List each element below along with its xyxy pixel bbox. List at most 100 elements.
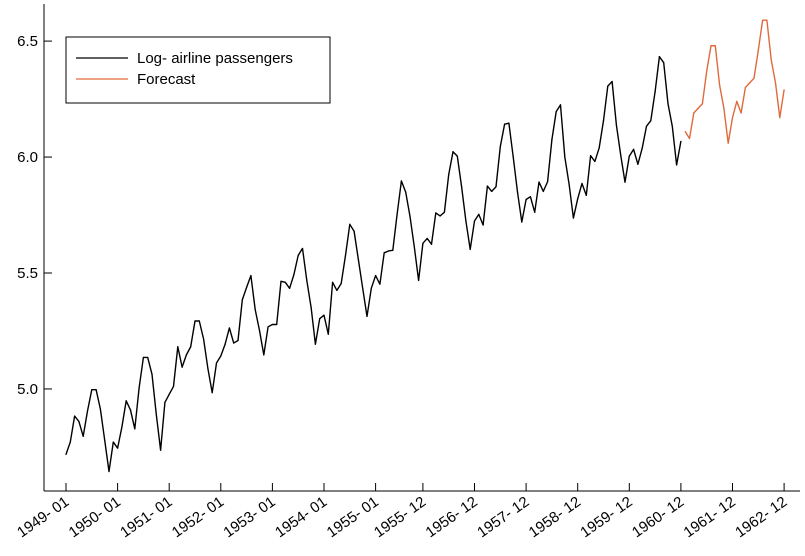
data-point: [422, 242, 424, 244]
data-point: [69, 441, 71, 443]
data-point: [426, 237, 428, 240]
data-point: [654, 91, 656, 93]
data-point: [112, 441, 114, 443]
x-tick-label: 1955- 12: [371, 493, 429, 541]
data-point: [82, 435, 84, 437]
data-point: [353, 230, 355, 232]
data-point: [504, 123, 506, 125]
data-point: [280, 280, 282, 282]
data-point: [314, 343, 316, 345]
data-point: [319, 318, 321, 320]
data-point: [65, 453, 67, 455]
data-point: [559, 104, 562, 106]
data-point: [332, 281, 334, 283]
legend-box: [65, 36, 331, 104]
data-point: [719, 84, 721, 86]
data-point: [551, 139, 553, 141]
data-point: [744, 86, 747, 89]
data-point: [461, 186, 463, 188]
data-point: [491, 190, 493, 192]
data-point: [783, 89, 785, 91]
data-point: [645, 125, 648, 127]
x-tick-label: 1960- 12: [629, 493, 687, 541]
data-point: [731, 117, 734, 119]
x-tick-label: 1958- 12: [526, 493, 584, 541]
data-point: [215, 362, 218, 364]
data-point: [641, 147, 643, 149]
data-point: [387, 250, 390, 252]
legend-label-series-2: Forecast: [137, 71, 196, 88]
data-point: [615, 124, 618, 126]
data-point: [469, 248, 471, 250]
data-point: [297, 254, 299, 256]
series-layer: [65, 19, 785, 473]
data-point: [220, 355, 222, 357]
data-point: [693, 112, 695, 114]
y-ticks: 5.0 5.5 6.0 6.5: [17, 33, 52, 398]
x-tick-label: 1956- 12: [423, 493, 481, 541]
data-point: [529, 196, 532, 198]
data-point: [155, 413, 157, 416]
data-point: [547, 181, 549, 183]
data-point: [86, 410, 89, 412]
data-point: [753, 77, 755, 79]
data-point: [658, 56, 661, 58]
data-point: [633, 148, 635, 150]
data-point: [129, 409, 132, 411]
data-point: [160, 449, 162, 451]
data-point: [185, 354, 187, 356]
data-point: [254, 309, 256, 311]
data-point: [293, 274, 295, 276]
data-point: [117, 447, 119, 449]
data-point: [757, 49, 759, 51]
data-point: [271, 323, 273, 326]
data-point: [241, 299, 243, 301]
series-line-2: [684, 19, 785, 144]
data-point: [671, 125, 673, 127]
data-point: [147, 356, 149, 359]
data-point: [482, 224, 484, 226]
data-point: [306, 279, 308, 282]
data-point: [762, 19, 764, 21]
x-tick-label: 1959- 12: [577, 493, 635, 541]
data-point: [456, 155, 458, 157]
data-point: [108, 470, 110, 473]
data-point: [344, 254, 347, 256]
y-tick-label: 6.0: [17, 149, 38, 166]
data-point: [74, 415, 76, 417]
data-point: [194, 320, 196, 322]
data-point: [190, 346, 192, 348]
data-point: [676, 164, 678, 166]
data-point: [598, 147, 600, 149]
data-point: [590, 155, 592, 157]
data-point: [516, 191, 519, 193]
data-point: [138, 387, 140, 389]
series-2: [684, 19, 785, 144]
x-tick-label: 1957- 12: [474, 493, 532, 541]
data-point: [181, 366, 183, 368]
data-point: [572, 217, 575, 219]
data-point: [151, 373, 153, 375]
data-point: [125, 400, 127, 402]
data-point: [534, 211, 536, 213]
data-point: [766, 19, 768, 21]
data-point: [134, 428, 136, 430]
x-tick-label: 1952- 01: [169, 493, 227, 541]
data-point: [602, 120, 605, 122]
data-point: [405, 191, 407, 193]
data-point: [577, 198, 579, 200]
data-point: [392, 249, 394, 251]
data-point: [637, 163, 639, 165]
data-point: [323, 314, 325, 316]
data-point: [379, 283, 381, 285]
data-point: [443, 211, 445, 213]
data-point: [486, 185, 488, 187]
data-point: [207, 367, 209, 370]
data-point: [203, 338, 205, 340]
data-point: [478, 213, 480, 215]
data-point: [370, 287, 372, 289]
data-point: [224, 343, 226, 345]
data-point: [667, 103, 669, 105]
